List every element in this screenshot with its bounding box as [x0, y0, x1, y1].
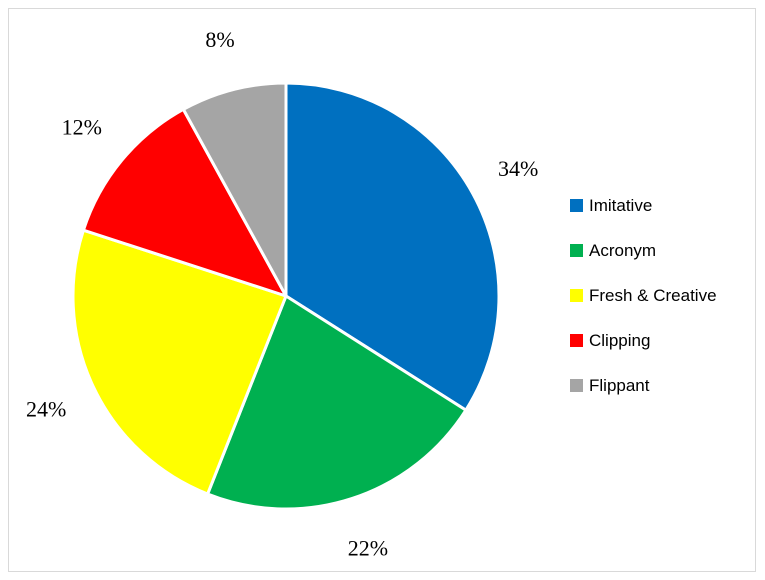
pie-slice-flippant: [181, 81, 288, 298]
pie-data-labels: 34% 22% 24% 12% 8%: [26, 27, 538, 561]
pie-slice-fresh-and-creative: [71, 228, 288, 496]
legend-item-fresh-and-creative: Fresh & Creative: [570, 284, 717, 307]
legend-label: Acronym: [589, 240, 657, 260]
pie-slice-acronym: [206, 294, 468, 511]
legend-item-acronym: Acronym: [570, 239, 717, 262]
pie-slice-clipping: [81, 107, 288, 298]
pie-slices: [71, 81, 501, 511]
legend-swatch: [570, 199, 583, 212]
legend-swatch: [570, 334, 583, 347]
data-label-acronym: 22%: [348, 536, 388, 561]
legend-swatch: [570, 244, 583, 257]
data-label-fresh-and-creative: 24%: [26, 396, 66, 421]
chart-legend: Imitative Acronym Fresh & Creative Clipping…: [570, 194, 717, 419]
legend-swatch: [570, 289, 583, 302]
data-label-imitative: 34%: [498, 156, 538, 181]
legend-label: Flippant: [589, 375, 650, 395]
data-label-flippant: 8%: [205, 27, 234, 52]
legend-label: Clipping: [589, 330, 651, 350]
legend-label: Fresh & Creative: [589, 285, 717, 305]
legend-item-clipping: Clipping: [570, 329, 717, 352]
legend-swatch: [570, 379, 583, 392]
legend-item-flippant: Flippant: [570, 374, 717, 397]
legend-item-imitative: Imitative: [570, 194, 717, 217]
data-label-clipping: 12%: [62, 115, 102, 140]
legend-label: Imitative: [589, 195, 653, 215]
